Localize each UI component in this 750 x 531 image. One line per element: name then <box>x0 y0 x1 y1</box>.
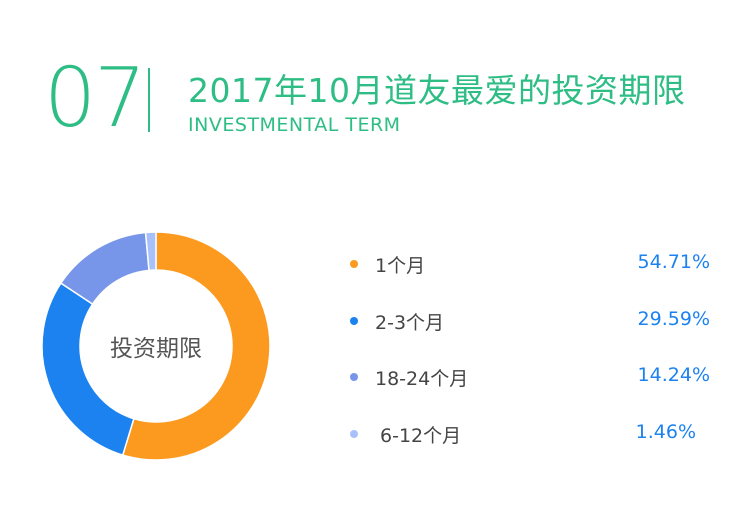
legend-dot <box>350 260 358 268</box>
legend-label: 6-12个月 <box>380 425 462 447</box>
legend-item: 1个月 54.71% <box>344 249 724 279</box>
legend-item: 18-24个月 14.24% <box>344 362 724 392</box>
legend-value: 14.24% <box>637 364 710 386</box>
donut-slice-1 <box>121 231 271 461</box>
section-number: 07 <box>44 51 146 146</box>
legend-dot <box>350 373 358 381</box>
page-title: 2017年10月道友最爱的投资期限 <box>188 71 686 110</box>
legend-label: 18-24个月 <box>375 368 469 390</box>
legend-label: 2-3个月 <box>375 312 445 334</box>
legend-value: 1.46% <box>635 421 696 443</box>
title-divider <box>148 68 150 132</box>
legend-item: 6-12个月 1.46% <box>344 419 724 449</box>
legend-dot <box>350 317 358 325</box>
legend-label: 1个月 <box>375 255 426 277</box>
legend-dot <box>350 430 358 438</box>
legend-value: 54.71% <box>637 251 710 273</box>
donut-slice-4 <box>144 231 157 272</box>
legend-value: 29.59% <box>637 308 710 330</box>
page-subtitle: INVESTMENTAL TERM <box>188 114 401 136</box>
donut-center-label: 投资期限 <box>110 336 202 362</box>
donut-slice-2 <box>41 282 135 456</box>
legend-item: 2-3个月 29.59% <box>344 306 724 336</box>
